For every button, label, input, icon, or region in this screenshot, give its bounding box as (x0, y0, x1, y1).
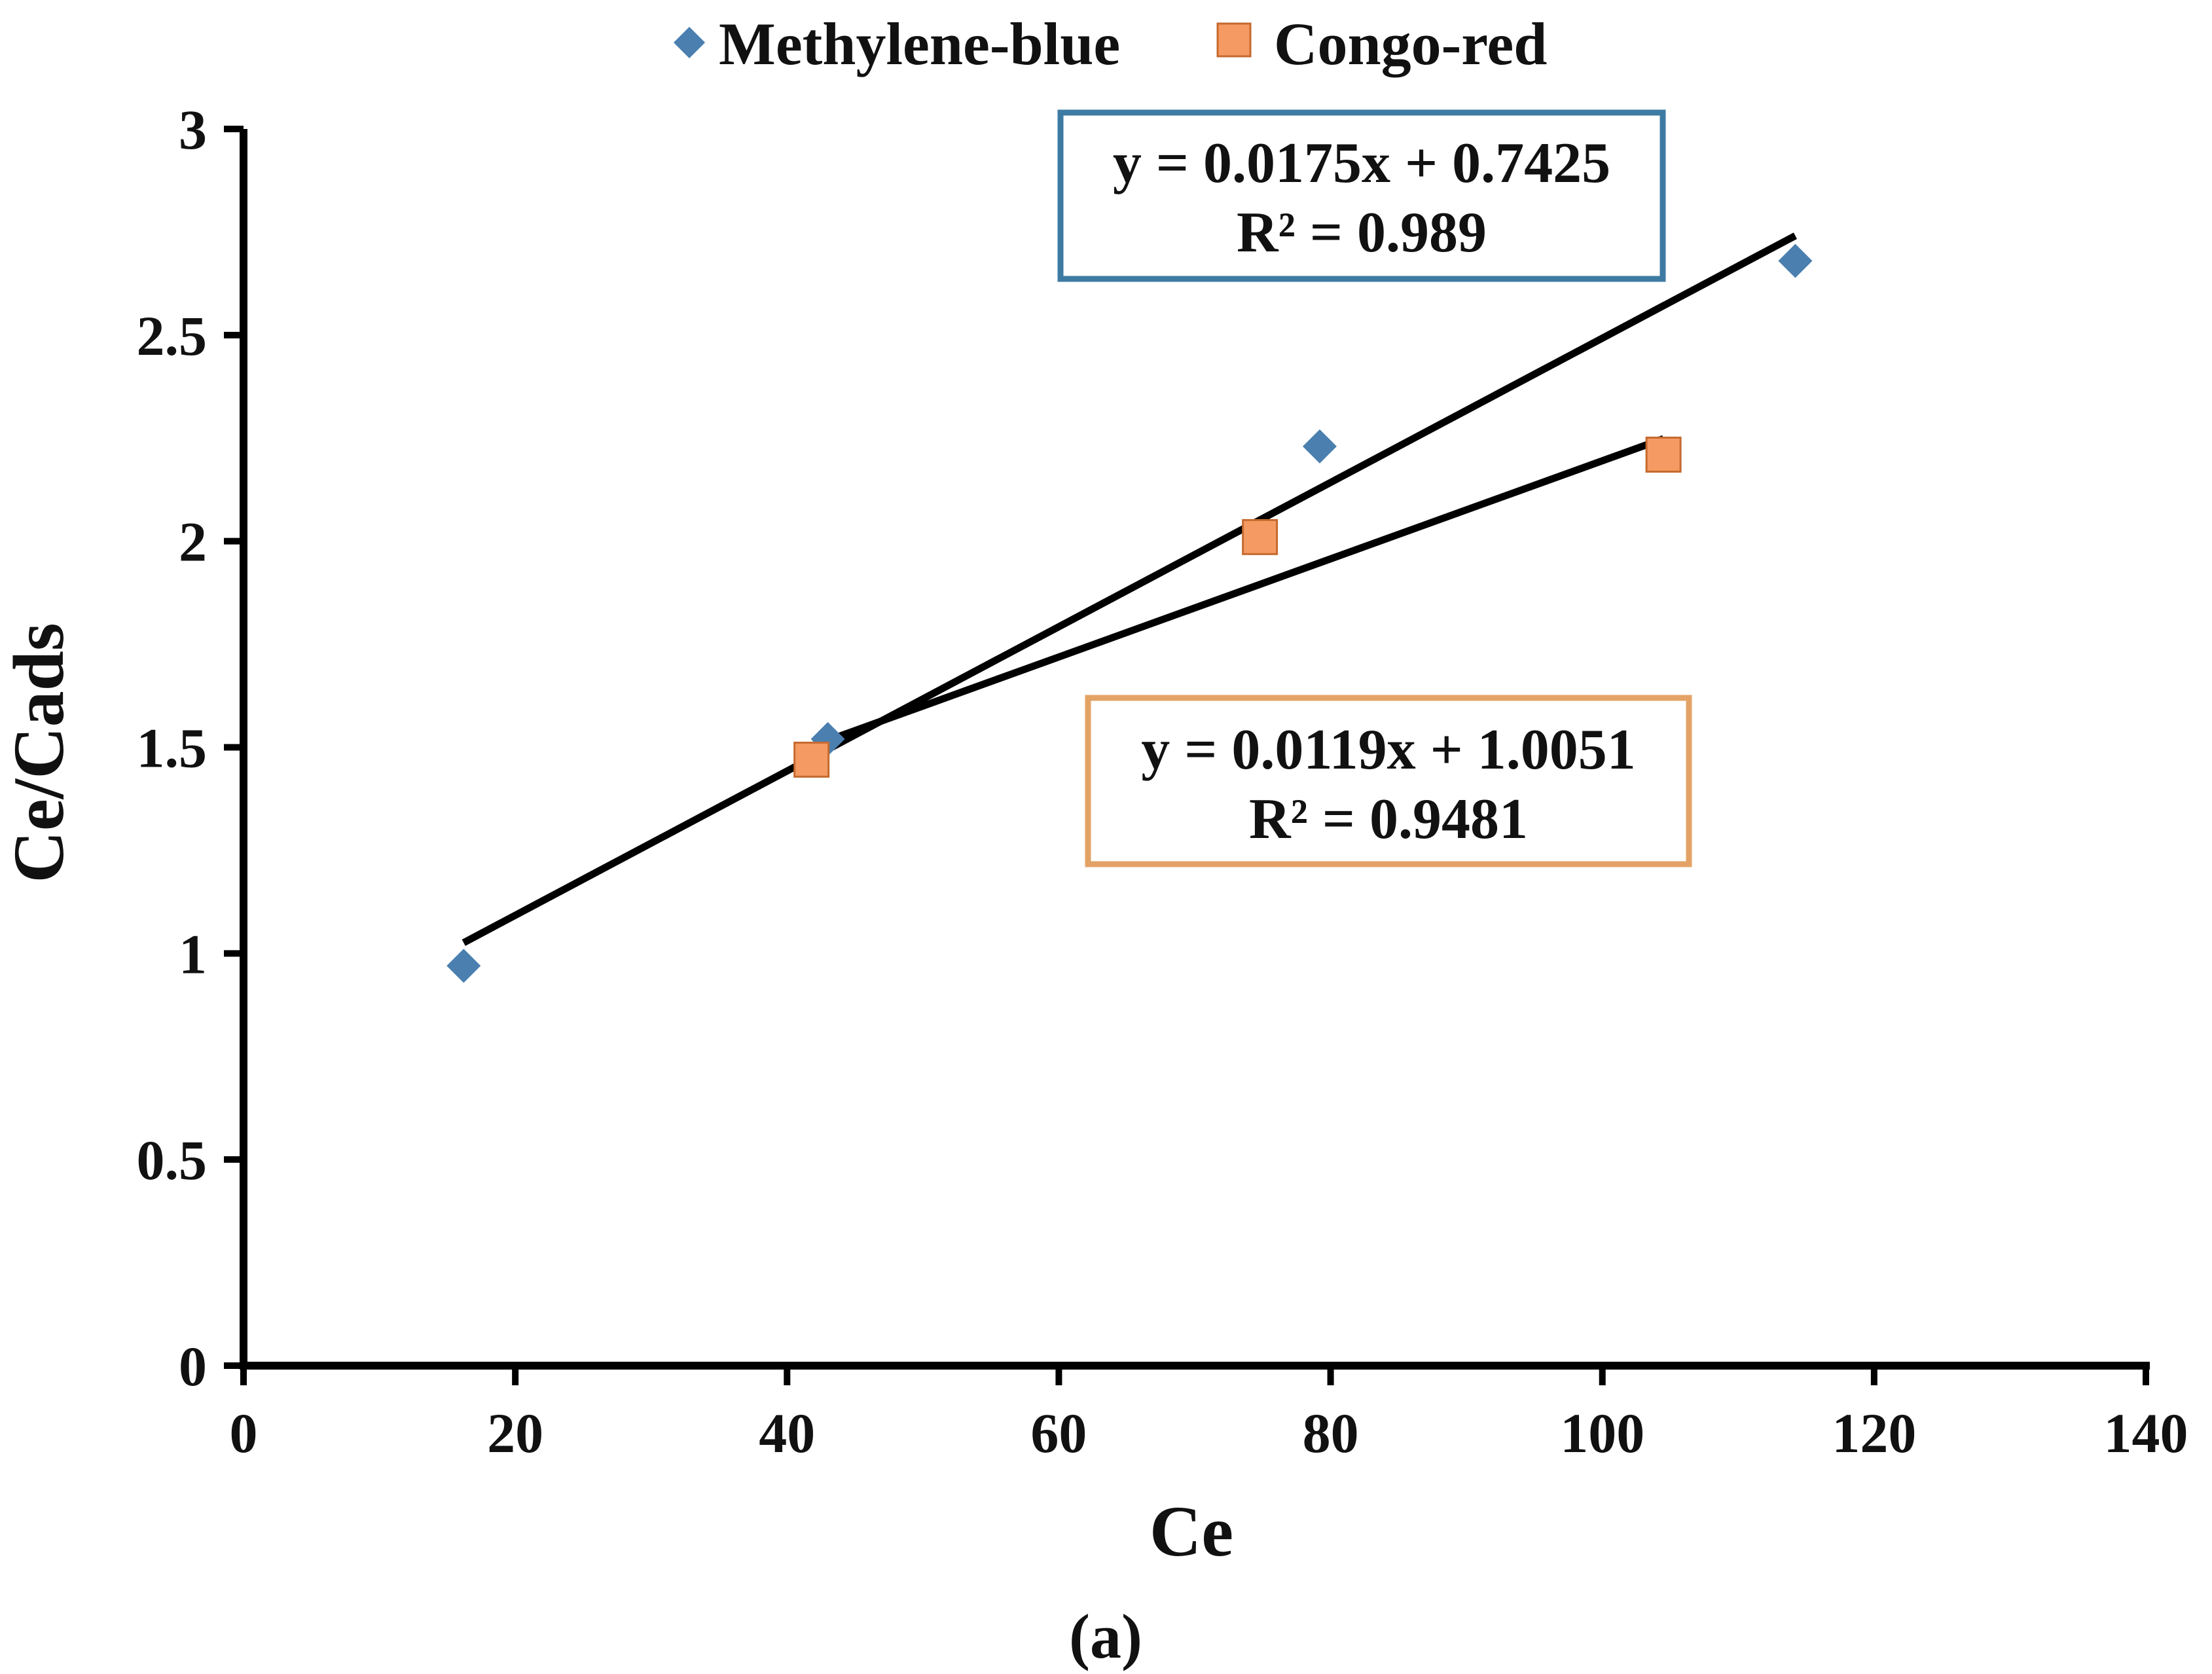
data-point-congo-red (1242, 519, 1278, 555)
legend-marker-diamond (673, 26, 706, 59)
legend-item-methylene-blue: Methylene-blue (673, 10, 1120, 77)
data-point-congo-red (793, 741, 830, 778)
legend-label-methylene-blue: Methylene-blue (719, 10, 1120, 77)
x-tick-label: 100 (1560, 1402, 1644, 1465)
y-tick-label: 0 (179, 1335, 207, 1398)
caption-letter: a (1090, 1601, 1121, 1671)
x-axis-title: Ce (1150, 1491, 1233, 1571)
x-tick-label: 80 (1303, 1402, 1359, 1465)
trendline-congo-red (810, 435, 1665, 750)
y-tick-label: 0.5 (137, 1129, 208, 1192)
equation-box-methylene-blue: y = 0.0175x + 0.7425 R² = 0.989 (1057, 109, 1666, 282)
x-tick-label: 60 (1030, 1402, 1087, 1465)
caption-close-paren: ) (1121, 1601, 1142, 1671)
equation-text: y = 0.0119x + 1.0051 (1141, 718, 1635, 782)
figure-caption: (a) (1069, 1601, 1142, 1671)
r-squared-text: R² = 0.9481 (1249, 788, 1528, 851)
y-tick-label: 3 (179, 98, 207, 161)
trendlines (462, 232, 1798, 946)
y-tick-label: 1 (179, 922, 207, 985)
equation-box-frame (1085, 695, 1692, 867)
data-point-methylene-blue (1778, 244, 1813, 278)
data-point-methylene-blue (446, 949, 481, 983)
caption-open-paren: ( (1069, 1601, 1090, 1671)
legend-label-congo-red: Congo-red (1274, 10, 1547, 77)
data-point-methylene-blue (1302, 429, 1337, 464)
legend: Methylene-blue Congo-red (673, 10, 1547, 77)
legend-item-congo-red: Congo-red (1216, 10, 1547, 77)
r-squared-text: R² = 0.989 (1237, 201, 1487, 264)
x-tick-label: 20 (487, 1402, 543, 1465)
y-tick-label: 2.5 (137, 304, 208, 367)
legend-marker-square (1216, 22, 1252, 58)
markers (446, 244, 1813, 983)
x-tick-label: 0 (230, 1402, 258, 1465)
data-point-congo-red (1645, 436, 1682, 473)
trendline-methylene-blue (462, 232, 1798, 946)
equation-text: y = 0.0175x + 0.7425 (1113, 132, 1610, 195)
y-tick-label: 2 (179, 511, 207, 573)
equation-box-congo-red: y = 0.0119x + 1.0051 R² = 0.9481 (1085, 695, 1692, 867)
equation-box-frame (1057, 109, 1666, 282)
x-tick-label: 140 (2104, 1402, 2188, 1465)
axes: 0 0.5 1 1.5 2 2.5 3 0 20 40 60 80 100 120 140 (137, 98, 2188, 1465)
x-tick-label: 40 (759, 1402, 815, 1465)
y-axis-title: Ce/Cads (0, 623, 79, 882)
y-tick-label: 1.5 (137, 717, 208, 780)
x-tick-label: 120 (1832, 1402, 1916, 1465)
